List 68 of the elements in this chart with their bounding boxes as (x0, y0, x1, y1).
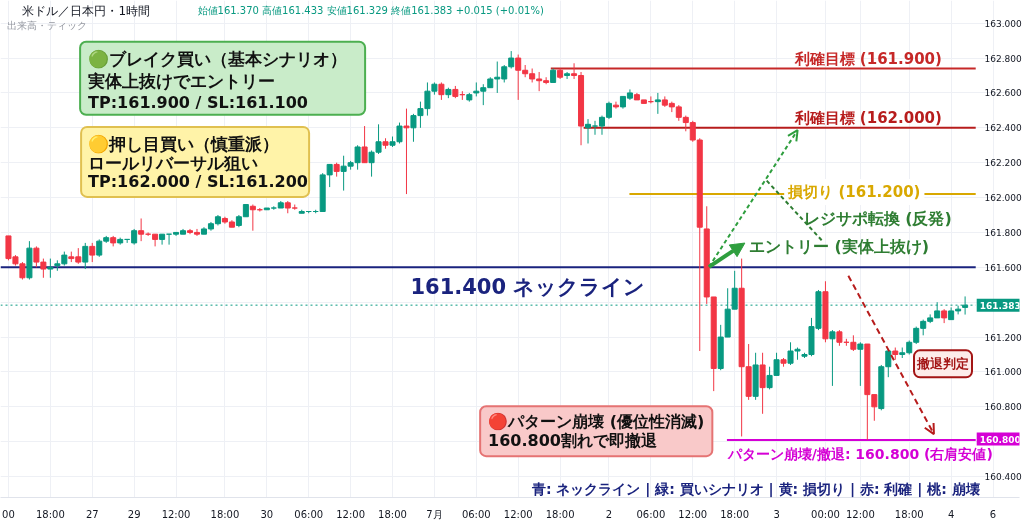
x-tick-label: 12:00 (161, 508, 191, 520)
annotation: 青: ネックライン | 緑: 買いシナリオ | 黄: 損切り | 赤: 利確 | 桃: 崩壊 (530, 480, 980, 498)
annotation: レジサポ転換 (反発) (803, 208, 952, 228)
annotation: パターン崩壊/撤退: 160.800 (右肩安値) (726, 445, 993, 462)
x-tick-label: 18:00 (894, 508, 924, 520)
candlestick (654, 92, 661, 115)
x-tick-label: 18:00 (35, 508, 65, 520)
x-tick-label: 12:00 (845, 508, 875, 520)
y-tick-label: 160.800 (984, 402, 1022, 413)
y-tick-label: 161.000 (984, 367, 1022, 378)
chart-title: 米ドル／日本円・1時間 (22, 4, 151, 19)
annotation: 🔴パターン崩壊 (優位性消滅) (488, 412, 705, 432)
y-tick-label: 163.000 (984, 18, 1022, 29)
candlestick (759, 352, 766, 415)
candlestick (857, 341, 864, 387)
ref-line-label: 利確目標 (162.000) (793, 108, 942, 127)
text: 始値161.370 高値161.433 安値161.329 終値161.383 +0.015 (+0.01%) (197, 5, 544, 17)
candlestick (403, 108, 410, 195)
annotation: 撤退判定 (916, 356, 970, 372)
annotation: 出来高・ティック (7, 19, 88, 31)
x-tick-label: 06:00 (461, 508, 491, 520)
y-tick-label: 162.400 (984, 123, 1022, 134)
candlestick (159, 233, 166, 246)
y-tick-label: 160.400 (984, 472, 1022, 483)
x-tick-label: 00:00 (811, 508, 840, 520)
ref-line-label: 利確目標 (161.900) (793, 49, 942, 68)
x-tick-label: 3 (773, 508, 780, 520)
x-tick-label: 29 (127, 508, 141, 520)
y-tick-label: 161.600 (984, 262, 1022, 273)
y-tick-label: 162.800 (984, 53, 1022, 64)
annotation: エントリー (実体上抜け) (748, 236, 930, 256)
y-tick-label: 162.000 (984, 193, 1022, 204)
x-tick-label: 06:00 (636, 508, 666, 520)
x-tick-label: 12:00 (678, 508, 708, 520)
y-tick-label: 161.200 (984, 332, 1022, 343)
ref-line-label: 161.383 (979, 300, 1021, 311)
x-tick-label: 7月 (426, 508, 443, 520)
annotation: 160.800割れで即撤退 (488, 430, 658, 450)
y-tick-label: 162.200 (984, 158, 1022, 169)
x-tick-label: 12:00 (503, 508, 533, 520)
candlestick (82, 242, 89, 270)
y-tick-label: 162.600 (984, 88, 1022, 99)
candlestick (89, 242, 96, 263)
x-tick-label: 6 (989, 508, 997, 520)
annotation: TP:161.900 / SL:161.100 (88, 92, 308, 112)
x-tick-label: 4 (947, 508, 955, 520)
y-tick-label: 161.800 (984, 227, 1022, 238)
x-tick-label: 18:00 (720, 508, 750, 520)
x-tick-label: 18:00 (378, 508, 407, 520)
annotation: 🟢ブレイク買い（基本シナリオ） (88, 48, 348, 69)
annotation: TP:162.000 / SL:161.200 (88, 172, 308, 192)
x-tick-label: 27 (85, 508, 99, 520)
ref-line-label: 161.400 ネックライン (410, 275, 646, 300)
x-tick-label: 06:00 (294, 508, 324, 520)
x-tick-label: 2 (605, 508, 613, 520)
ref-line-label: 損切り (161.200) (787, 183, 921, 202)
x-tick-label: 12:00 (336, 508, 366, 520)
candlestick (829, 329, 836, 387)
candlestick (564, 71, 571, 80)
annotation: 実体上抜けでエントリー (87, 70, 276, 91)
annotation: 🟡押し目買い（慎重派） (88, 133, 280, 154)
x-tick-label: 18:00 (545, 508, 575, 520)
candlestick (47, 258, 54, 279)
candlestick (361, 125, 368, 164)
x-tick-label: 18:00 (210, 508, 240, 520)
x-tick-label: 00 (2, 508, 15, 520)
candlestick (138, 217, 145, 242)
x-tick-label: 30 (260, 508, 274, 520)
